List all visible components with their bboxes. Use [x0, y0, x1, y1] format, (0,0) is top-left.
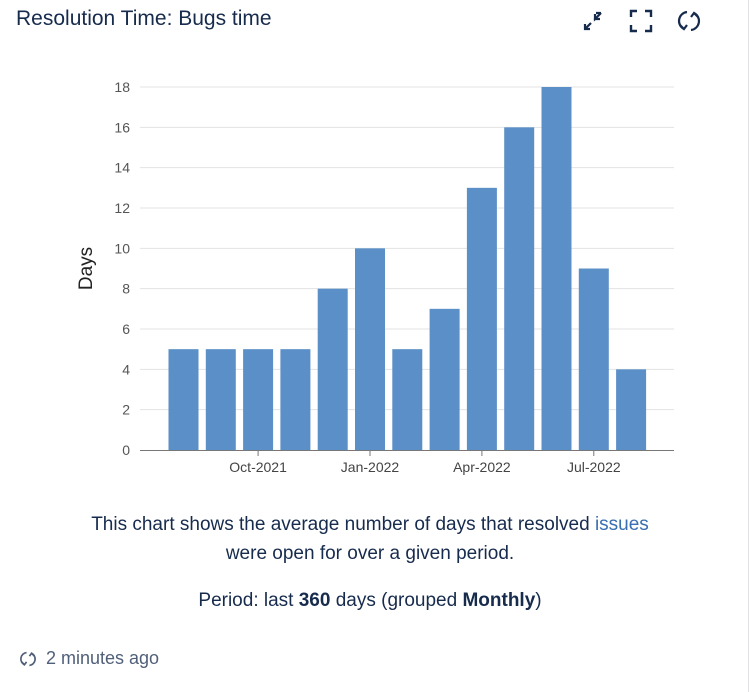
y-tick-label: 8 — [122, 281, 130, 297]
y-tick-label: 6 — [122, 321, 130, 337]
bar — [355, 248, 385, 450]
minimize-icon — [583, 11, 602, 31]
bar — [280, 349, 311, 450]
x-tick-label: Apr-2022 — [453, 459, 511, 475]
y-tick-label: 0 — [122, 442, 130, 458]
y-tick-label: 12 — [114, 200, 130, 216]
bar — [317, 288, 348, 450]
refresh-icon — [677, 10, 701, 32]
y-tick-label: 2 — [122, 402, 130, 418]
minimize-button[interactable] — [576, 4, 610, 38]
refresh-small-icon[interactable] — [18, 649, 38, 669]
bar — [541, 87, 572, 450]
bar — [504, 127, 535, 450]
gadget-border — [748, 0, 749, 692]
bar-chart: 0 2 4 6 8 10 12 14 16 18 Oct-2021 Jan-2022 Apr-2022 J… — [76, 79, 674, 475]
fullscreen-icon — [629, 9, 653, 33]
period-prefix: Period: last — [198, 590, 299, 611]
x-tick-label: Jan-2022 — [341, 459, 400, 475]
issues-link[interactable]: issues — [594, 514, 649, 535]
bar — [168, 349, 199, 450]
bar — [466, 187, 497, 450]
description-text-after: were open for over a given period. — [225, 543, 515, 564]
y-tick-label: 16 — [114, 119, 130, 135]
gadget-title: Resolution Time: Bugs time — [16, 7, 272, 30]
y-tick-label: 10 — [114, 240, 130, 256]
bar — [243, 349, 274, 450]
fullscreen-button[interactable] — [624, 4, 658, 38]
period-days: 360 — [298, 590, 331, 611]
period-middle: days (grouped — [330, 590, 463, 611]
y-tick-label: 14 — [114, 160, 130, 176]
period-info: Period: last 360 days (grouped Monthly) — [0, 590, 740, 612]
y-tick-label: 18 — [114, 79, 130, 95]
y-axis-label: Days — [76, 247, 97, 290]
period-grouping: Monthly — [462, 590, 536, 611]
description-text-before: This chart shows the average number of d… — [91, 514, 595, 535]
refresh-button[interactable] — [672, 4, 706, 38]
bar — [429, 308, 460, 450]
x-tick-label: Jul-2022 — [567, 459, 621, 475]
last-updated-text: 2 minutes ago — [46, 648, 160, 668]
bar — [392, 349, 423, 450]
y-tick-label: 4 — [122, 361, 130, 377]
gadget-actions — [576, 4, 706, 38]
chart-description: This chart shows the average number of d… — [0, 510, 740, 568]
period-suffix: ) — [535, 590, 542, 611]
last-updated: 2 minutes ago — [18, 648, 159, 669]
bar — [616, 369, 647, 450]
x-tick-label: Oct-2021 — [229, 459, 287, 475]
bar — [205, 349, 236, 450]
bar — [578, 268, 609, 450]
